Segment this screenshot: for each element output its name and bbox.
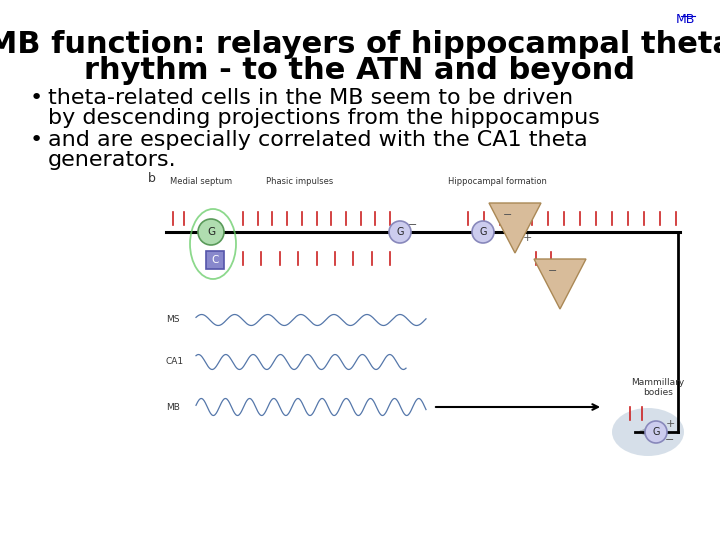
Text: −: −	[408, 220, 418, 230]
Text: b: b	[148, 172, 156, 185]
Text: G: G	[652, 427, 660, 437]
Polygon shape	[534, 259, 586, 309]
Circle shape	[645, 421, 667, 443]
Text: MB function: relayers of hippocampal theta: MB function: relayers of hippocampal the…	[0, 30, 720, 59]
Circle shape	[389, 221, 411, 243]
Polygon shape	[489, 203, 541, 253]
Text: rhythm - to the ATN and beyond: rhythm - to the ATN and beyond	[84, 56, 636, 85]
Text: +: +	[665, 419, 675, 429]
Text: MB: MB	[166, 402, 180, 411]
Text: •: •	[30, 130, 43, 150]
Text: G: G	[396, 227, 404, 237]
Text: −: −	[503, 210, 513, 220]
Text: and are especially correlated with the CA1 theta: and are especially correlated with the C…	[48, 130, 588, 150]
Text: theta-related cells in the MB seem to be driven: theta-related cells in the MB seem to be…	[48, 88, 573, 108]
Ellipse shape	[612, 408, 684, 456]
Text: CA1: CA1	[166, 357, 184, 367]
FancyBboxPatch shape	[206, 251, 224, 269]
Text: −: −	[549, 266, 558, 276]
Text: by descending projections from the hippocampus: by descending projections from the hippo…	[48, 108, 600, 128]
Text: generators.: generators.	[48, 150, 176, 170]
Text: C: C	[211, 255, 219, 265]
Text: MB: MB	[675, 13, 695, 26]
Circle shape	[198, 219, 224, 245]
Text: −: −	[665, 435, 675, 445]
Circle shape	[472, 221, 494, 243]
Text: Phasic impulses: Phasic impulses	[266, 177, 333, 186]
Text: Hippocampal formation: Hippocampal formation	[448, 177, 547, 186]
Text: Medial septum: Medial septum	[170, 177, 232, 186]
Text: G: G	[207, 227, 215, 237]
Text: +: +	[522, 233, 531, 243]
Text: •: •	[30, 88, 43, 108]
Text: G: G	[480, 227, 487, 237]
Text: MS: MS	[166, 315, 179, 325]
Text: Mammillary
bodies: Mammillary bodies	[631, 377, 685, 397]
